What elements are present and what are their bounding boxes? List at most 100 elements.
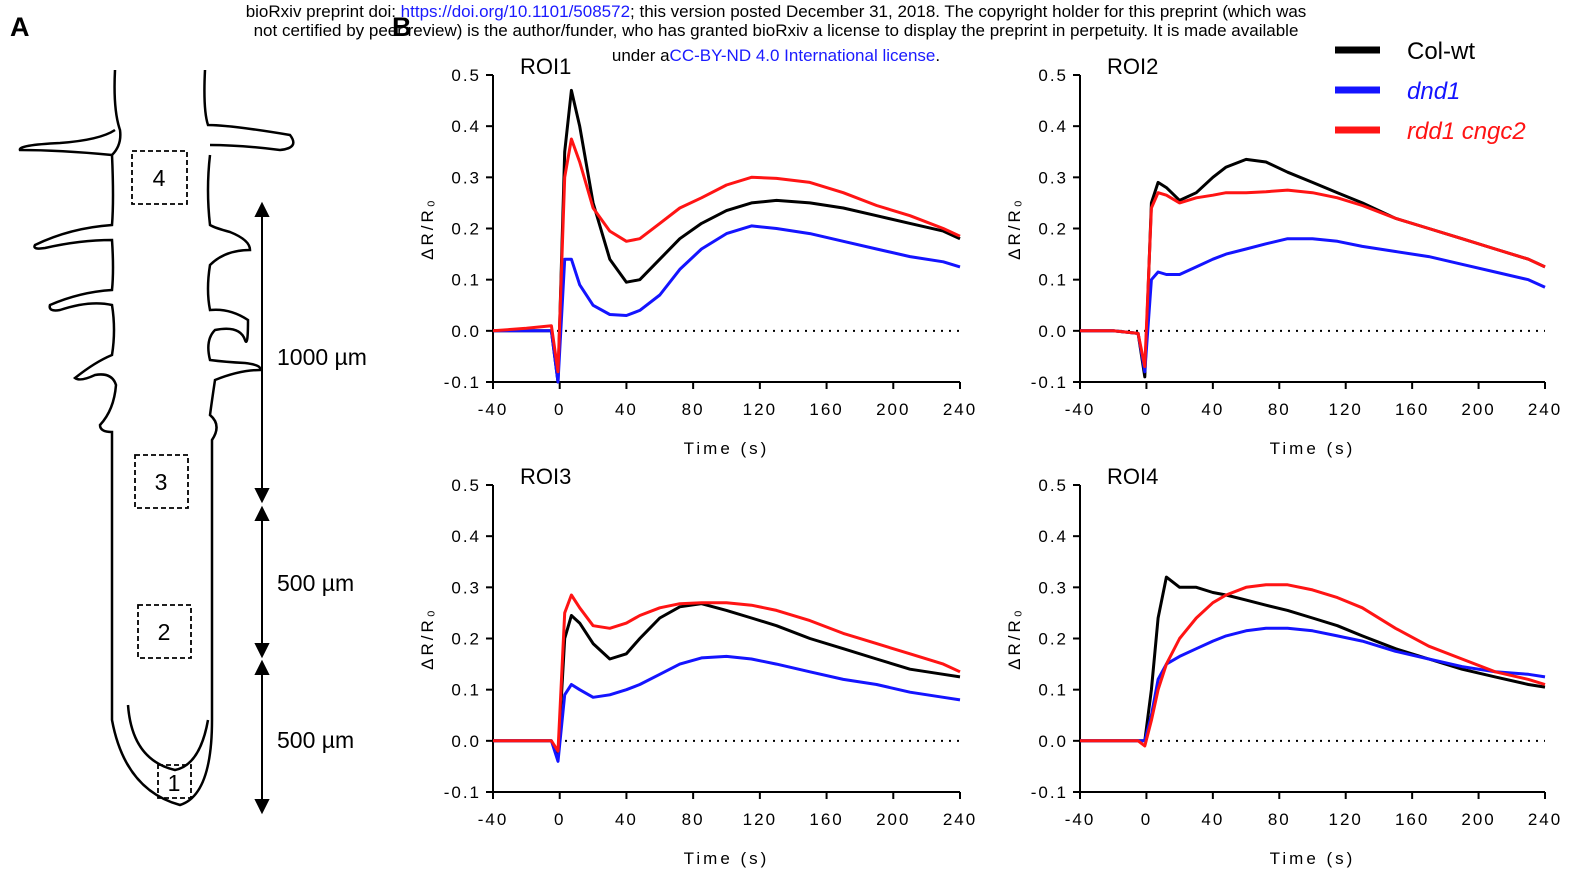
x-tick-label: 0	[1141, 400, 1152, 419]
y-tick-label: 0.4	[1038, 117, 1068, 136]
x-axis-label: Time (s)	[684, 849, 770, 868]
legend-label: rdd1 cngc2	[1407, 118, 1526, 145]
y-tick-label: 0.3	[1038, 578, 1068, 597]
y-tick-label: 0.3	[1038, 168, 1068, 187]
x-tick-label: 120	[743, 400, 777, 419]
legend-label: Col-wt	[1407, 38, 1475, 65]
chart-title: ROI2	[1107, 54, 1158, 79]
y-tick-label: 0.0	[1038, 732, 1068, 751]
series-line	[492, 137, 961, 374]
y-tick-label: 0.5	[1038, 476, 1068, 495]
y-axis-label: ΔR/R₀	[1005, 607, 1024, 670]
y-tick-label: 0.5	[451, 66, 481, 85]
x-tick-label: 80	[1268, 810, 1291, 829]
roi-label: 4	[153, 165, 166, 191]
roi-box	[137, 604, 192, 659]
x-tick-label: 120	[1329, 400, 1363, 419]
x-tick-label: 40	[1201, 400, 1224, 419]
y-tick-label: 0.2	[1038, 630, 1068, 649]
y-tick-label: -0.1	[444, 783, 481, 802]
roi-label: 2	[158, 619, 171, 645]
y-tick-label: 0.0	[451, 732, 481, 751]
x-tick-label: 160	[809, 400, 843, 419]
y-tick-label: 0.4	[1038, 527, 1068, 546]
root-outline	[18, 69, 295, 807]
root-edge	[33, 154, 262, 807]
series-line	[493, 593, 961, 753]
arrow-head	[254, 659, 270, 815]
root-edge	[18, 69, 122, 157]
header-text: under a	[612, 46, 670, 65]
x-tick-label: 200	[876, 400, 910, 419]
chart: -0.1 0.0 0.1 0.2 0.3 0.4 0.5 -40 0 40 80 120 160 200 2…	[418, 54, 977, 458]
x-tick-label: 40	[1201, 810, 1224, 829]
roi-label: 3	[155, 469, 168, 495]
header-line: bioRxiv preprint doi: https://doi.org/10…	[246, 2, 1307, 21]
x-tick-label: 0	[554, 810, 565, 829]
roi-box	[134, 454, 189, 509]
x-tick-label: 80	[1268, 400, 1291, 419]
chart-title: ROI3	[520, 464, 571, 489]
x-tick-label: 80	[682, 810, 705, 829]
x-axis-label: Time (s)	[684, 439, 770, 458]
header-text: .	[935, 46, 940, 65]
x-tick-label: 240	[1528, 400, 1562, 419]
y-tick-label: -0.1	[1031, 783, 1068, 802]
x-tick-label: 40	[615, 400, 638, 419]
distance-label: 500 µm	[277, 570, 354, 596]
y-tick-label: 0.5	[451, 476, 481, 495]
header-text: ; this version posted December 31, 2018.…	[630, 2, 1306, 21]
y-tick-label: 0.4	[451, 117, 481, 136]
series-line	[1080, 237, 1546, 374]
roi-boxes	[131, 150, 192, 799]
x-tick-label: -40	[1065, 810, 1096, 829]
y-tick-label: 0.2	[451, 220, 481, 239]
roi-box	[157, 764, 192, 799]
x-tick-label: -40	[1065, 400, 1096, 419]
y-tick-label: 0.1	[1038, 681, 1068, 700]
series-line	[493, 224, 961, 384]
x-tick-label: 240	[943, 400, 977, 419]
chart-title: ROI4	[1107, 464, 1158, 489]
panel-label: A	[10, 12, 30, 42]
x-tick-label: 200	[876, 810, 910, 829]
roi-label: 1	[168, 770, 181, 796]
series-line	[1080, 583, 1546, 748]
x-tick-label: -40	[478, 400, 509, 419]
chart: -0.1 0.0 0.1 0.2 0.3 0.4 0.5 -40 0 40 80 120 160 200 2…	[418, 464, 975, 868]
root-cap	[126, 704, 210, 772]
license-link[interactable]: CC-BY-ND 4.0 International license	[670, 46, 936, 65]
chart: -0.1 0.0 0.1 0.2 0.3 0.4 0.5 -40 0 40 80 120 160 200 2…	[1005, 38, 1562, 458]
chart-title: ROI1	[520, 54, 571, 79]
x-tick-label: 160	[809, 810, 843, 829]
x-tick-label: 40	[615, 810, 638, 829]
x-tick-label: 160	[1395, 810, 1429, 829]
x-tick-label: 0	[554, 400, 565, 419]
series-line	[1080, 188, 1546, 369]
x-tick-label: 80	[682, 400, 705, 419]
y-tick-label: 0.2	[1038, 220, 1068, 239]
doi-link[interactable]: https://doi.org/10.1101/508572	[401, 2, 630, 21]
x-tick-label: 160	[1395, 400, 1429, 419]
roi-box	[131, 150, 188, 205]
y-axis-label: ΔR/R₀	[418, 607, 437, 670]
x-tick-label: 200	[1461, 810, 1495, 829]
y-tick-label: 0.1	[1038, 271, 1068, 290]
chart: -0.1 0.0 0.1 0.2 0.3 0.4 0.5 -40 0 40 80 120 160 200 2…	[1005, 464, 1560, 868]
panel-label: B	[392, 12, 412, 42]
y-tick-label: 0.3	[451, 168, 481, 187]
header-line: under aCC-BY-ND 4.0 International licens…	[612, 46, 940, 65]
y-tick-label: 0.3	[451, 578, 481, 597]
distance-label: 500 µm	[277, 727, 354, 753]
legend-label: dnd1	[1407, 78, 1460, 105]
x-tick-label: 120	[743, 810, 777, 829]
y-tick-label: 0.4	[451, 527, 481, 546]
y-tick-label: 0.1	[451, 681, 481, 700]
y-tick-label: -0.1	[444, 373, 481, 392]
y-tick-label: 0.0	[451, 322, 481, 341]
x-tick-label: 120	[1329, 810, 1363, 829]
y-tick-label: -0.1	[1031, 373, 1068, 392]
distance-arrows	[254, 201, 270, 815]
arrow-head	[254, 201, 270, 504]
